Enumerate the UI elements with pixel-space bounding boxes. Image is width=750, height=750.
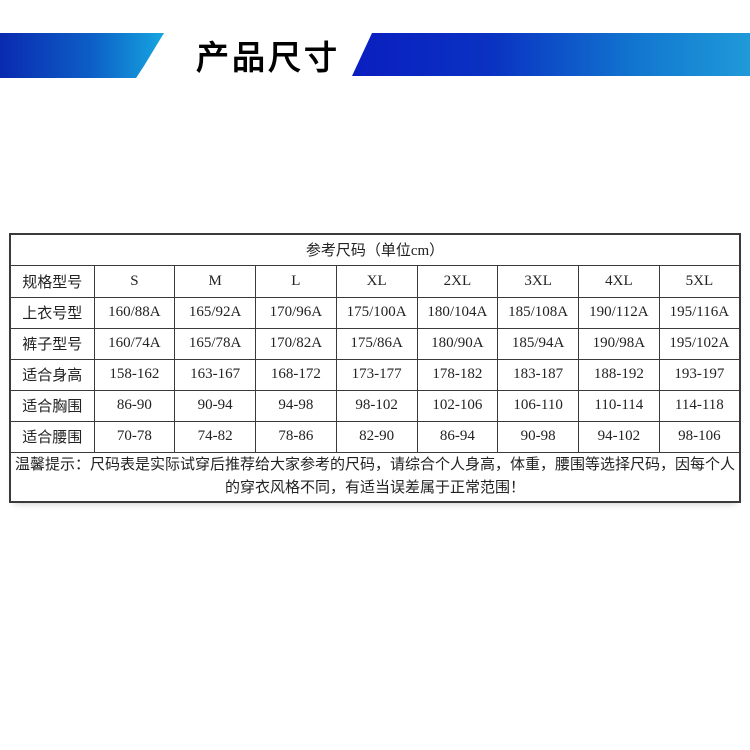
table-cell: 82-90 <box>335 420 418 453</box>
table-cell: 188-192 <box>578 358 660 391</box>
table-cell: 173-177 <box>335 358 418 391</box>
table-cell: 165/92A <box>174 296 256 329</box>
banner-right-decoration <box>352 33 750 76</box>
row-label: 上衣号型 <box>9 296 95 329</box>
table-cell: 160/74A <box>93 327 176 360</box>
column-header-size: 2XL <box>416 264 499 298</box>
table-cell: 175/86A <box>335 327 418 360</box>
table-cell: 180/104A <box>416 296 499 329</box>
column-header-size: 5XL <box>658 264 741 298</box>
column-header-size: XL <box>335 264 418 298</box>
column-header-size: 4XL <box>578 264 660 298</box>
table-cell: 170/96A <box>255 296 337 329</box>
table-cell: 158-162 <box>93 358 176 391</box>
column-header-label: 规格型号 <box>9 264 95 298</box>
row-label: 适合身高 <box>9 358 95 391</box>
table-cell: 190/112A <box>578 296 660 329</box>
table-cell: 165/78A <box>174 327 256 360</box>
table-row: 裤子型号 160/74A 165/78A 170/82A 175/86A 180/90A 1… <box>9 327 741 360</box>
table-cell: 110-114 <box>578 389 660 422</box>
table-cell: 175/100A <box>335 296 418 329</box>
table-cell: 90-94 <box>174 389 256 422</box>
table-cell: 94-98 <box>255 389 337 422</box>
column-header-size: L <box>255 264 337 298</box>
table-cell: 86-94 <box>416 420 499 453</box>
table-cell: 160/88A <box>93 296 176 329</box>
table-cell: 168-172 <box>255 358 337 391</box>
table-cell: 70-78 <box>93 420 176 453</box>
table-cell: 170/82A <box>255 327 337 360</box>
table-cell: 163-167 <box>174 358 256 391</box>
table-cell: 106-110 <box>497 389 579 422</box>
table-cell: 114-118 <box>658 389 741 422</box>
page-title: 产品尺寸 <box>196 39 340 76</box>
table-cell: 180/90A <box>416 327 499 360</box>
table-cell: 98-102 <box>335 389 418 422</box>
table-title: 参考尺码（单位cm） <box>9 233 741 266</box>
table-cell: 195/102A <box>658 327 741 360</box>
table-cell: 178-182 <box>416 358 499 391</box>
table-cell: 102-106 <box>416 389 499 422</box>
table-cell: 193-197 <box>658 358 741 391</box>
table-row: 适合腰围 70-78 74-82 78-86 82-90 86-94 90-98 94-102… <box>9 420 741 453</box>
table-note: 温馨提示：尺码表是实际试穿后推荐给大家参考的尺码，请综合个人身高，体重，腰围等选… <box>9 451 741 502</box>
row-label: 适合胸围 <box>9 389 95 422</box>
table-cell: 98-106 <box>658 420 741 453</box>
header-banner: 产品尺寸 <box>0 0 750 110</box>
table-cell: 185/94A <box>497 327 579 360</box>
column-header-size: M <box>174 264 256 298</box>
table-title-row: 参考尺码（单位cm） <box>9 233 741 266</box>
table-cell: 74-82 <box>174 420 256 453</box>
table-cell: 94-102 <box>578 420 660 453</box>
table-note-row: 温馨提示：尺码表是实际试穿后推荐给大家参考的尺码，请综合个人身高，体重，腰围等选… <box>9 451 741 502</box>
column-header-size: S <box>93 264 176 298</box>
table-cell: 183-187 <box>497 358 579 391</box>
table-cell: 86-90 <box>93 389 176 422</box>
table-cell: 78-86 <box>255 420 337 453</box>
table-cell: 90-98 <box>497 420 579 453</box>
table-row: 适合身高 158-162 163-167 168-172 173-177 178-182 1… <box>9 358 741 391</box>
table-cell: 185/108A <box>497 296 579 329</box>
table-row: 适合胸围 86-90 90-94 94-98 98-102 102-106 106-110 1… <box>9 389 741 422</box>
banner-left-decoration <box>0 33 164 78</box>
table-body: 上衣号型 160/88A 165/92A 170/96A 175/100A 180/104… <box>9 296 741 453</box>
row-label: 适合腰围 <box>9 420 95 453</box>
table-row: 上衣号型 160/88A 165/92A 170/96A 175/100A 180/104… <box>9 296 741 329</box>
table-header-row: 规格型号 S M L XL 2XL 3XL 4XL 5XL <box>9 264 741 298</box>
row-label: 裤子型号 <box>9 327 95 360</box>
column-header-size: 3XL <box>497 264 579 298</box>
table-cell: 190/98A <box>578 327 660 360</box>
table-cell: 195/116A <box>658 296 741 329</box>
size-table: 参考尺码（单位cm） 规格型号 S M L XL 2XL 3XL 4XL 5XL 上衣号型 160… <box>9 233 741 503</box>
